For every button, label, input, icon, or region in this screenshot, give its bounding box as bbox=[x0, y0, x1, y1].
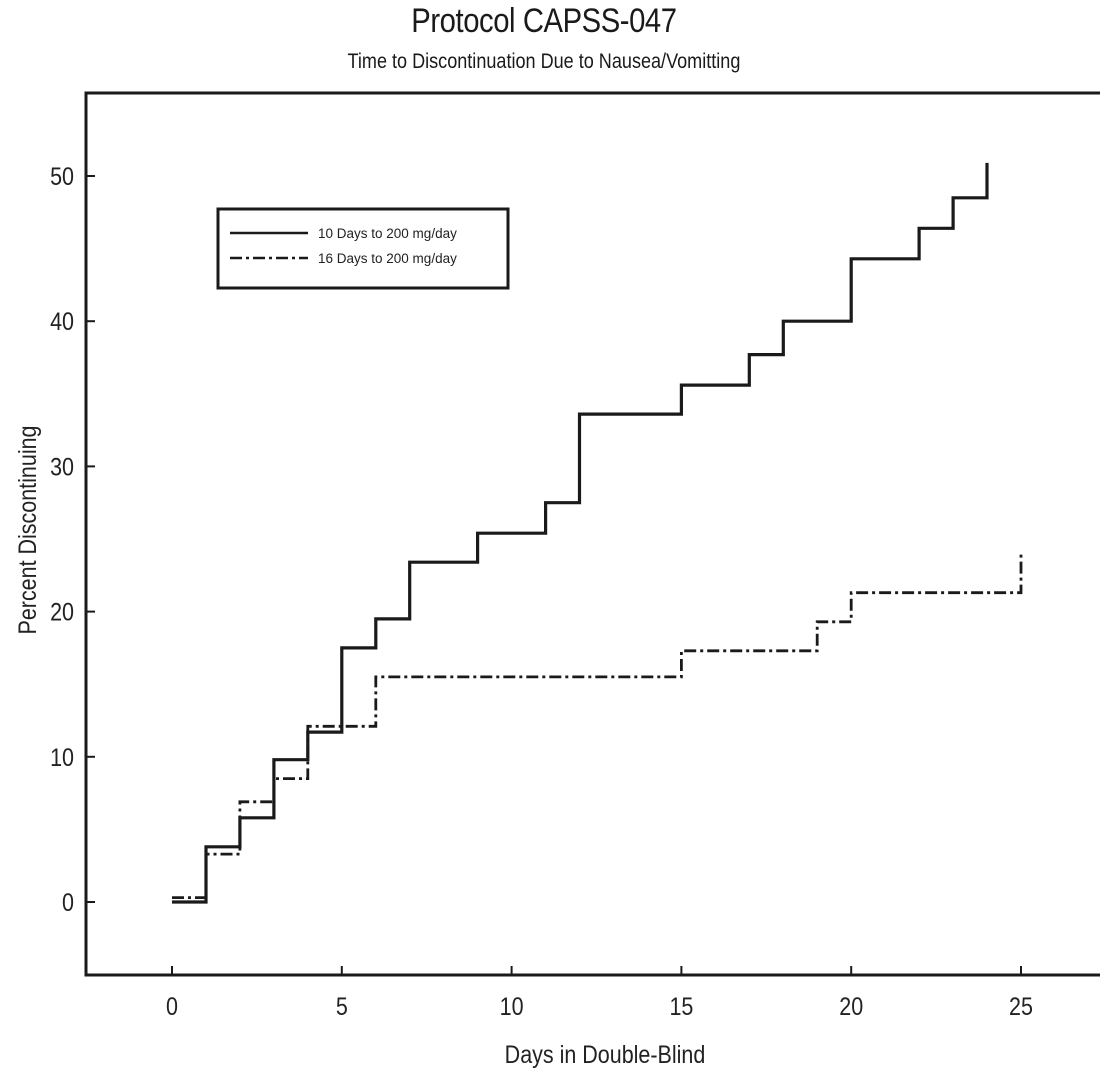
y-tick-label: 0 bbox=[62, 888, 74, 916]
x-tick-label: 25 bbox=[1009, 992, 1033, 1020]
series-line-16-days bbox=[172, 554, 1021, 898]
legend-box bbox=[218, 209, 508, 288]
legend-label-10-days: 10 Days to 200 mg/day bbox=[318, 226, 457, 241]
x-tick-label: 5 bbox=[336, 992, 348, 1020]
y-tick-label: 50 bbox=[50, 162, 74, 190]
y-tick-label: 20 bbox=[50, 598, 74, 626]
y-tick-label: 10 bbox=[50, 743, 74, 771]
legend-label-16-days: 16 Days to 200 mg/day bbox=[318, 251, 457, 266]
x-axis-title: Days in Double-Blind bbox=[505, 1040, 706, 1068]
x-tick-label: 0 bbox=[166, 992, 178, 1020]
legend: 10 Days to 200 mg/day 16 Days to 200 mg/… bbox=[218, 209, 508, 288]
y-axis-title: Percent Discontinuing bbox=[13, 426, 41, 635]
x-tick-label: 15 bbox=[669, 992, 693, 1020]
x-tick-label: 10 bbox=[500, 992, 524, 1020]
y-tick-label: 30 bbox=[50, 453, 74, 481]
y-tick-label: 40 bbox=[50, 308, 74, 336]
x-tick-label: 20 bbox=[839, 992, 863, 1020]
